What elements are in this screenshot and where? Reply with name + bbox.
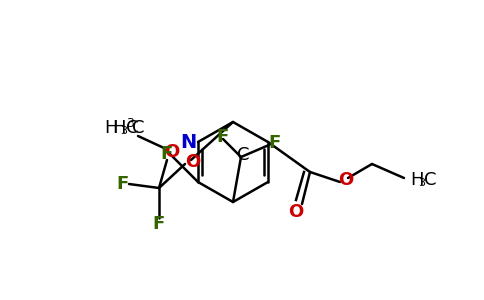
Text: H: H <box>112 119 125 137</box>
Text: C: C <box>132 119 145 137</box>
Text: F: F <box>117 175 129 193</box>
Text: O: O <box>185 153 201 171</box>
Text: F: F <box>217 128 229 146</box>
Text: H: H <box>105 119 118 137</box>
Text: N: N <box>180 133 196 152</box>
Text: F: F <box>153 215 165 233</box>
Text: C: C <box>237 146 249 164</box>
Text: F: F <box>269 134 281 152</box>
Text: O: O <box>288 203 303 221</box>
Text: C: C <box>424 171 437 189</box>
Text: 3: 3 <box>126 117 134 130</box>
Text: C: C <box>126 119 138 137</box>
Text: 3: 3 <box>120 126 127 136</box>
Text: 3: 3 <box>418 178 425 188</box>
Text: H: H <box>410 171 424 189</box>
Text: O: O <box>338 171 354 189</box>
Text: O: O <box>165 143 180 161</box>
Text: F: F <box>161 145 173 163</box>
